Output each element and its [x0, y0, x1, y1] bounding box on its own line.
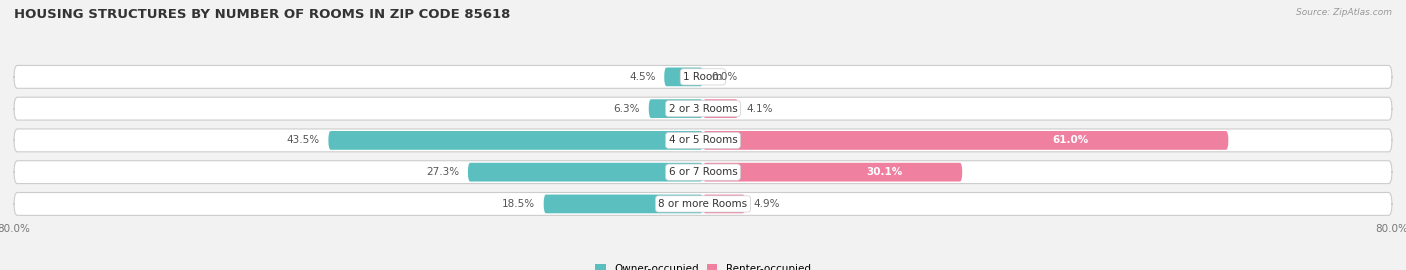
Text: 8 or more Rooms: 8 or more Rooms — [658, 199, 748, 209]
FancyBboxPatch shape — [703, 99, 738, 118]
Text: 2 or 3 Rooms: 2 or 3 Rooms — [669, 104, 737, 114]
FancyBboxPatch shape — [468, 163, 703, 181]
FancyBboxPatch shape — [14, 129, 1392, 152]
Text: HOUSING STRUCTURES BY NUMBER OF ROOMS IN ZIP CODE 85618: HOUSING STRUCTURES BY NUMBER OF ROOMS IN… — [14, 8, 510, 21]
FancyBboxPatch shape — [703, 163, 962, 181]
FancyBboxPatch shape — [14, 193, 1392, 215]
Text: 6 or 7 Rooms: 6 or 7 Rooms — [669, 167, 737, 177]
FancyBboxPatch shape — [703, 131, 1229, 150]
Text: 4 or 5 Rooms: 4 or 5 Rooms — [669, 135, 737, 146]
FancyBboxPatch shape — [14, 161, 1392, 184]
Text: 6.3%: 6.3% — [613, 104, 640, 114]
Text: 4.1%: 4.1% — [747, 104, 773, 114]
FancyBboxPatch shape — [648, 99, 703, 118]
Text: Source: ZipAtlas.com: Source: ZipAtlas.com — [1296, 8, 1392, 17]
FancyBboxPatch shape — [329, 131, 703, 150]
Text: 43.5%: 43.5% — [287, 135, 319, 146]
Text: 1 Room: 1 Room — [683, 72, 723, 82]
Text: 27.3%: 27.3% — [426, 167, 460, 177]
FancyBboxPatch shape — [14, 65, 1392, 88]
Text: 4.9%: 4.9% — [754, 199, 780, 209]
Text: 18.5%: 18.5% — [502, 199, 536, 209]
Legend: Owner-occupied, Renter-occupied: Owner-occupied, Renter-occupied — [591, 259, 815, 270]
Text: 0.0%: 0.0% — [711, 72, 738, 82]
Text: 30.1%: 30.1% — [866, 167, 903, 177]
FancyBboxPatch shape — [544, 195, 703, 213]
FancyBboxPatch shape — [664, 68, 703, 86]
FancyBboxPatch shape — [14, 97, 1392, 120]
Text: 4.5%: 4.5% — [628, 72, 655, 82]
FancyBboxPatch shape — [703, 195, 745, 213]
Text: 61.0%: 61.0% — [1053, 135, 1088, 146]
